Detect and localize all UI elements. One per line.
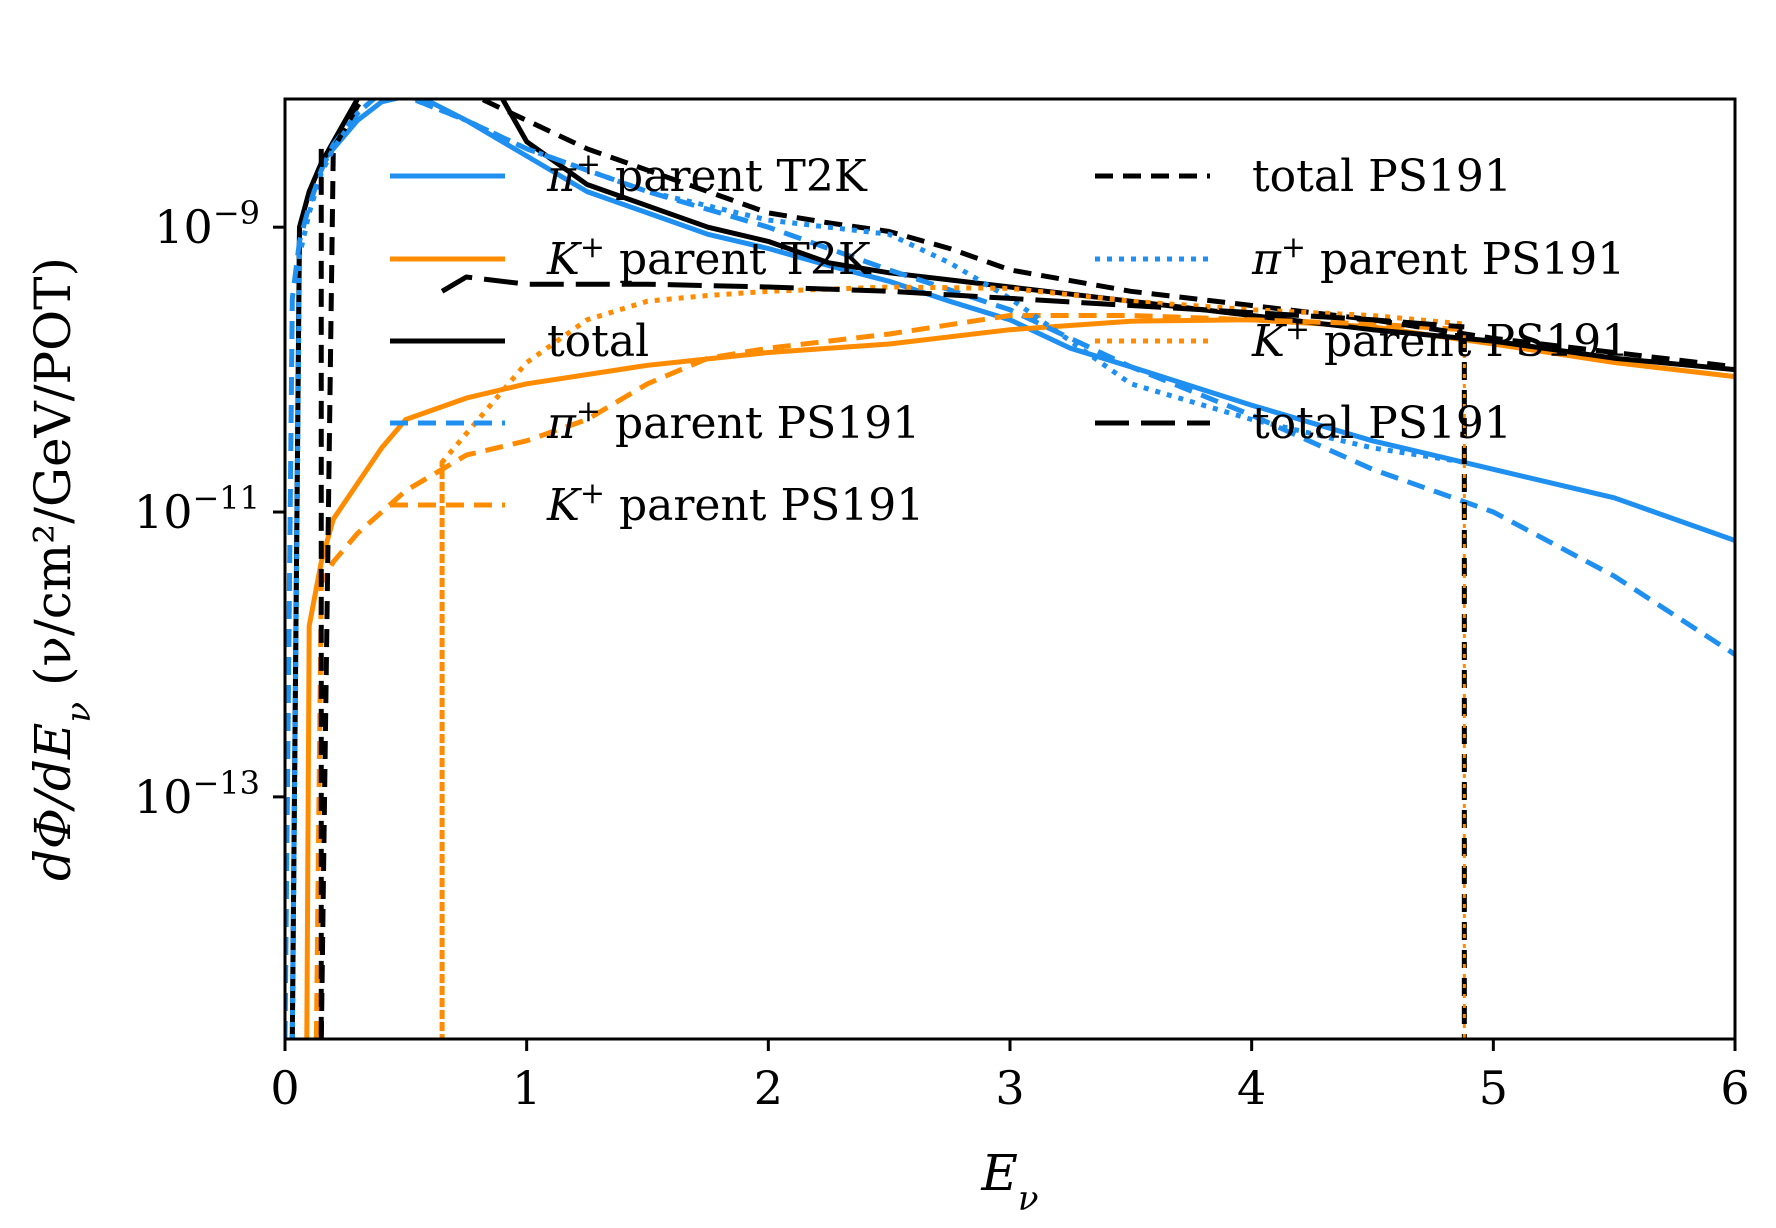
x-tick-label-0: 0 — [270, 1061, 299, 1115]
legend-label-3: π+ parent PS191 — [546, 394, 920, 450]
series-line-total-ps191-dashed-wide-8 — [440, 274, 1465, 330]
legend-label-6: π+ parent PS191 — [1251, 230, 1625, 286]
x-tick-label-1: 1 — [512, 1061, 541, 1115]
x-tick-label-3: 3 — [995, 1061, 1024, 1115]
series-line-parent-ps191-dashed-3 — [285, 99, 1735, 1039]
series-layer — [285, 99, 1735, 1039]
x-tick-label-6: 6 — [1720, 1061, 1749, 1115]
x-axis-ticks: 0 1 2 3 4 5 6 — [270, 1039, 1750, 1115]
x-tick-label-5: 5 — [1479, 1061, 1508, 1115]
y-tick-label-1: 10−11 — [134, 479, 260, 539]
y-axis-label: dΦ/dEν (ν/cm²/GeV/POT) — [24, 257, 99, 881]
legend-label-4: K+ parent PS191 — [546, 476, 924, 532]
legend: π+ parent T2K K+ parent T2K total π+ parent… — [390, 147, 1629, 532]
legend-label-7: K+ parent PS191 — [1251, 312, 1629, 368]
y-tick-label-2: 10−13 — [134, 764, 260, 824]
y-axis-ticks: 10−9 10−11 10−13 — [134, 194, 285, 824]
series-line-k-parent-ps191-dotted-7 — [439, 284, 1465, 1039]
series-line-parent-ps191-dotted-6 — [289, 99, 1465, 1039]
series-line-k-parent-t2k-solid-1 — [304, 317, 1735, 1039]
x-tick-label-4: 4 — [1237, 1061, 1266, 1115]
legend-label-0: π+ parent T2K — [546, 147, 868, 203]
x-axis-label: Eν — [980, 1144, 1038, 1219]
y-tick-label-0: 10−9 — [154, 194, 260, 254]
legend-label-1: K+ parent T2K — [546, 230, 872, 286]
x-tick-label-2: 2 — [754, 1061, 783, 1115]
series-line-k-parent-ps191-dashed-4 — [313, 313, 1465, 1039]
legend-label-2: total — [547, 316, 649, 367]
legend-label-5: total PS191 — [1252, 151, 1512, 202]
legend-label-8: total PS191 — [1252, 398, 1512, 449]
